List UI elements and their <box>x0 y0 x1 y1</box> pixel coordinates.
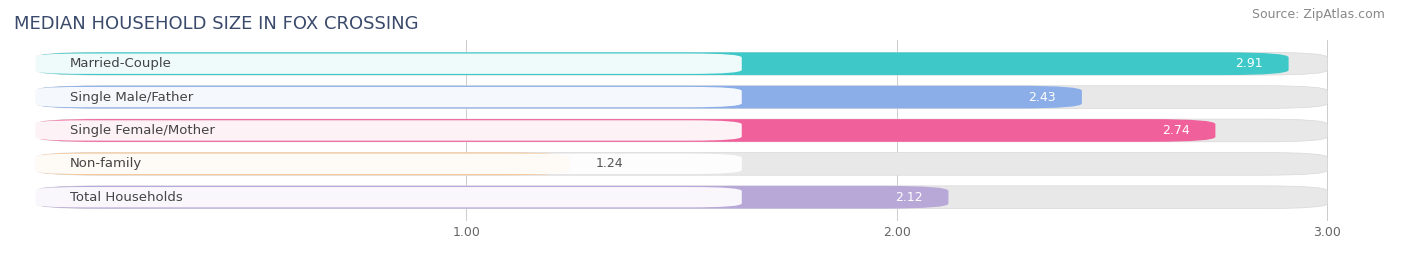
Text: 2.43: 2.43 <box>1028 91 1056 104</box>
Text: 2.91: 2.91 <box>1234 57 1263 70</box>
Text: Married-Couple: Married-Couple <box>70 57 172 70</box>
FancyBboxPatch shape <box>35 153 569 175</box>
FancyBboxPatch shape <box>31 87 742 107</box>
FancyBboxPatch shape <box>35 119 1327 142</box>
FancyBboxPatch shape <box>35 186 949 208</box>
Text: Source: ZipAtlas.com: Source: ZipAtlas.com <box>1251 8 1385 21</box>
Text: Total Households: Total Households <box>70 191 183 204</box>
FancyBboxPatch shape <box>35 86 1327 108</box>
FancyBboxPatch shape <box>31 120 742 141</box>
FancyBboxPatch shape <box>35 186 1327 208</box>
Text: Single Female/Mother: Single Female/Mother <box>70 124 215 137</box>
FancyBboxPatch shape <box>31 54 742 74</box>
Text: Non-family: Non-family <box>70 157 142 170</box>
FancyBboxPatch shape <box>35 52 1327 75</box>
FancyBboxPatch shape <box>31 154 742 174</box>
Text: 2.12: 2.12 <box>896 191 922 204</box>
Text: 1.24: 1.24 <box>595 157 623 170</box>
FancyBboxPatch shape <box>35 153 1327 175</box>
FancyBboxPatch shape <box>31 187 742 207</box>
FancyBboxPatch shape <box>35 52 1289 75</box>
Text: Single Male/Father: Single Male/Father <box>70 91 193 104</box>
Text: 2.74: 2.74 <box>1161 124 1189 137</box>
FancyBboxPatch shape <box>35 119 1215 142</box>
FancyBboxPatch shape <box>35 86 1083 108</box>
Text: MEDIAN HOUSEHOLD SIZE IN FOX CROSSING: MEDIAN HOUSEHOLD SIZE IN FOX CROSSING <box>14 15 419 33</box>
